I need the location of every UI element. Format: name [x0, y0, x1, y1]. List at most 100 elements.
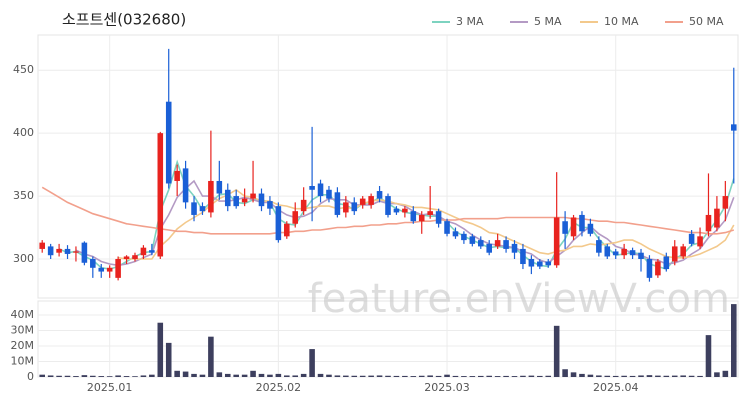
volume-bar: [250, 370, 256, 377]
candle-body: [216, 180, 223, 194]
x-tick-label: 2025.03: [424, 381, 470, 394]
candle-body: [182, 168, 189, 203]
volume-bar: [604, 375, 611, 377]
candle-body: [39, 242, 45, 249]
candle-body: [688, 233, 695, 244]
volume-bar: [343, 375, 349, 377]
volume-bar: [115, 375, 121, 377]
candle-body: [351, 202, 358, 212]
candle-body: [317, 183, 324, 197]
volume-bar: [680, 375, 686, 377]
volume-bar: [570, 372, 577, 377]
volume-bar: [182, 371, 189, 377]
volume-bar: [503, 375, 509, 377]
volume-bar: [452, 375, 459, 377]
candle-body: [199, 206, 206, 212]
candle-body: [191, 202, 197, 215]
volume-bar: [435, 375, 442, 377]
volume-bar: [174, 370, 180, 377]
ma-line: [41, 186, 735, 235]
volume-bar: [149, 374, 155, 377]
volume-bar: [98, 376, 105, 377]
volume-bar: [191, 373, 197, 377]
volume-bar: [81, 375, 88, 377]
candle-body: [697, 236, 703, 247]
candle-body: [326, 189, 332, 199]
candle-body: [452, 231, 459, 237]
candle-body: [56, 248, 62, 253]
volume-bar: [73, 376, 79, 377]
candle-body: [81, 242, 88, 263]
volume-bar: [284, 375, 290, 377]
legend-label: 3 MA: [456, 15, 484, 28]
volume-bar: [317, 373, 324, 377]
candle-body: [469, 236, 476, 244]
volume-bar: [258, 373, 265, 377]
candle-body: [570, 217, 577, 237]
candle-body: [157, 133, 164, 257]
volume-bar: [638, 375, 644, 377]
volume-bar: [393, 375, 400, 377]
volume-bar: [275, 373, 282, 377]
volume-bar: [537, 375, 543, 377]
candle-body: [174, 170, 180, 181]
volume-bar: [165, 342, 172, 377]
volume-bar: [579, 373, 585, 377]
candle-body: [343, 202, 349, 213]
candle-body: [655, 261, 661, 276]
volume-bar: [199, 374, 206, 377]
volume-bar: [477, 375, 484, 377]
candle-body: [300, 199, 307, 212]
volume-bar: [629, 375, 636, 377]
volume-bar: [731, 304, 737, 377]
y-tick-label: 0: [27, 370, 34, 383]
volume-bar: [123, 376, 130, 377]
candle-body: [731, 124, 737, 131]
volume-bar: [334, 375, 341, 377]
volume-bar: [562, 369, 568, 377]
volume-bar: [47, 375, 54, 377]
volume-bar: [39, 374, 45, 377]
volume-bar: [64, 375, 71, 377]
candle-body: [165, 101, 172, 184]
y-tick-label: 20M: [11, 339, 35, 352]
volume-bar: [520, 375, 526, 377]
candle-body: [545, 261, 552, 266]
candle-body: [486, 243, 492, 253]
candle-body: [241, 198, 248, 203]
candle-body: [511, 243, 518, 253]
candle-body: [612, 251, 619, 256]
volume-bar: [553, 325, 560, 377]
candle-body: [705, 214, 712, 232]
candle-body: [528, 258, 535, 267]
volume-bar: [56, 375, 62, 377]
chart-title: 소프트센(032680): [62, 11, 186, 29]
volume-bar: [132, 376, 138, 377]
volume-bar: [494, 376, 501, 377]
candle-body: [621, 248, 627, 256]
volume-bar: [714, 372, 720, 377]
volume-bar: [106, 376, 113, 377]
volume-bar: [216, 372, 223, 377]
candle-body: [503, 240, 509, 249]
candle-body: [418, 214, 425, 222]
volume-bar: [241, 374, 248, 377]
volume-bar: [402, 375, 408, 377]
y-tick-label: 450: [13, 63, 34, 76]
volume-bar: [427, 375, 433, 377]
candle-body: [98, 267, 105, 272]
candle-body: [149, 250, 155, 253]
candle-body: [562, 221, 568, 234]
volume-bar: [300, 373, 307, 377]
candle-body: [284, 223, 290, 237]
volume-bar: [351, 375, 358, 377]
volume-bar: [444, 374, 450, 377]
volume-bar: [705, 335, 712, 377]
candle-body: [663, 256, 670, 270]
candle-body: [292, 211, 299, 224]
candle-body: [73, 251, 79, 253]
candle-body: [402, 208, 408, 213]
candle-body: [334, 192, 341, 215]
candle-body: [587, 223, 594, 234]
